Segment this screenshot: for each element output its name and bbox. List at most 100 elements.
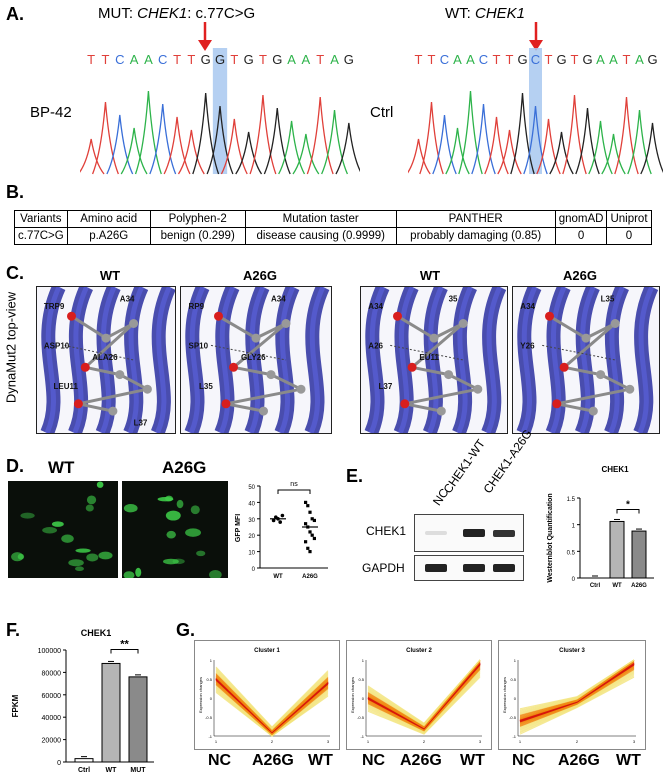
atom: [393, 311, 402, 321]
y-axis-label: Expression changes: [502, 677, 507, 713]
y-tick-label: -0.5: [205, 715, 213, 720]
cell: [163, 558, 179, 565]
cell: [196, 550, 206, 557]
cell: [20, 512, 35, 519]
ribbon-highlight: [368, 287, 386, 433]
bar: [128, 676, 148, 763]
bond: [70, 314, 107, 340]
atom: [400, 399, 410, 409]
trace-peak: [120, 127, 148, 175]
trace-peak: [432, 114, 457, 175]
interaction-line: [210, 344, 287, 361]
base-call: T: [571, 52, 579, 67]
data-point: [271, 518, 276, 523]
wt-arrow-icon: [529, 22, 543, 51]
table-cell: disease causing (0.9999): [244, 227, 397, 245]
x-label: NC: [208, 752, 232, 769]
x-label: WT: [308, 752, 333, 769]
residue-label: TRP9: [44, 302, 65, 311]
blot-row-label-gapdh: GAPDH: [362, 561, 405, 575]
data-point: [312, 518, 316, 523]
sample-label-ctrl: Ctrl: [370, 104, 394, 121]
structure-title-a26g-top: A26G: [243, 268, 277, 283]
cell: [11, 552, 24, 562]
cluster-title: Cluster 2: [406, 648, 432, 654]
header-cell: Uniprot: [606, 210, 652, 228]
base-call: A: [144, 52, 153, 67]
bond: [404, 402, 442, 413]
significance-label: **: [120, 638, 129, 650]
ribbon-highlight: [308, 287, 326, 433]
y-tick-label: 20: [248, 534, 255, 540]
base-call: A: [635, 52, 644, 67]
ribbon-highlight: [155, 287, 172, 433]
panel-label-e: E.: [346, 466, 364, 486]
bond: [396, 314, 435, 340]
cell: [51, 521, 64, 527]
atom: [67, 311, 76, 321]
x-tick-label: MUT: [130, 767, 146, 774]
trace-peak: [149, 103, 177, 175]
bond: [404, 387, 479, 406]
cell: [157, 497, 174, 502]
base-call: T: [259, 52, 267, 67]
bond: [233, 365, 272, 377]
base-call: T: [316, 52, 324, 67]
residue-label: L37: [134, 419, 148, 428]
y-tick-label: -1: [512, 734, 516, 739]
trace-peak: [80, 138, 105, 175]
mut-title: MUT: CHEK1: c.77C>G: [98, 5, 256, 22]
fluorescence-image-wt: [8, 481, 118, 578]
bar: [101, 662, 121, 763]
atom: [266, 370, 276, 380]
base-call: T: [187, 52, 195, 67]
trace-peak: [588, 120, 613, 175]
residue-label: A34: [520, 302, 535, 311]
trace-peak: [192, 92, 220, 175]
y-tick-label: 1.5: [567, 497, 576, 503]
base-call: T: [428, 52, 436, 67]
x-tick-label: A26G: [631, 583, 647, 589]
y-tick-label: 1: [514, 658, 517, 663]
data-point: [312, 536, 316, 541]
atom: [281, 319, 291, 328]
base-call: G: [647, 52, 657, 67]
bond: [411, 322, 465, 369]
trace-peak: [134, 90, 162, 175]
microscopy-label-wt: WT: [48, 458, 75, 477]
bond: [548, 314, 587, 340]
atom: [473, 384, 483, 394]
atom: [142, 384, 152, 394]
cell: [75, 566, 84, 572]
trace-peak: [220, 118, 248, 175]
residue-label: GLY26: [241, 353, 266, 362]
cluster-title: Cluster 3: [559, 648, 585, 654]
cluster-title: Cluster 1: [254, 648, 280, 654]
fpkm-bar-chart: CHEK1 0 20000 40000 60000 80000 100000 FPKM Ctrl…: [11, 628, 154, 774]
trace-peak: [206, 105, 234, 175]
trace-peak: [335, 122, 360, 175]
residue-label: L37: [379, 382, 393, 391]
y-tick-label: 40: [248, 501, 255, 507]
atom: [581, 333, 591, 343]
trace-peak: [249, 94, 277, 175]
y-tick-label: 0: [362, 696, 365, 701]
atom: [444, 370, 454, 380]
y-tick-label: 0.5: [358, 677, 364, 682]
y-tick-label: 1: [572, 524, 576, 530]
ribbon-highlight: [99, 287, 117, 433]
x-tick-label: 2: [423, 739, 426, 744]
base-call: G: [582, 52, 592, 67]
residue-label: ASP10: [44, 341, 70, 350]
table-cell: c.77C>G: [14, 227, 68, 245]
base-call: C: [440, 52, 449, 67]
x-tick-label: 1: [519, 739, 522, 744]
atom: [625, 384, 635, 394]
data-point: [280, 513, 285, 518]
cell: [86, 495, 97, 505]
trace-peak: [306, 96, 334, 175]
atom: [296, 384, 306, 394]
cell: [176, 499, 184, 509]
